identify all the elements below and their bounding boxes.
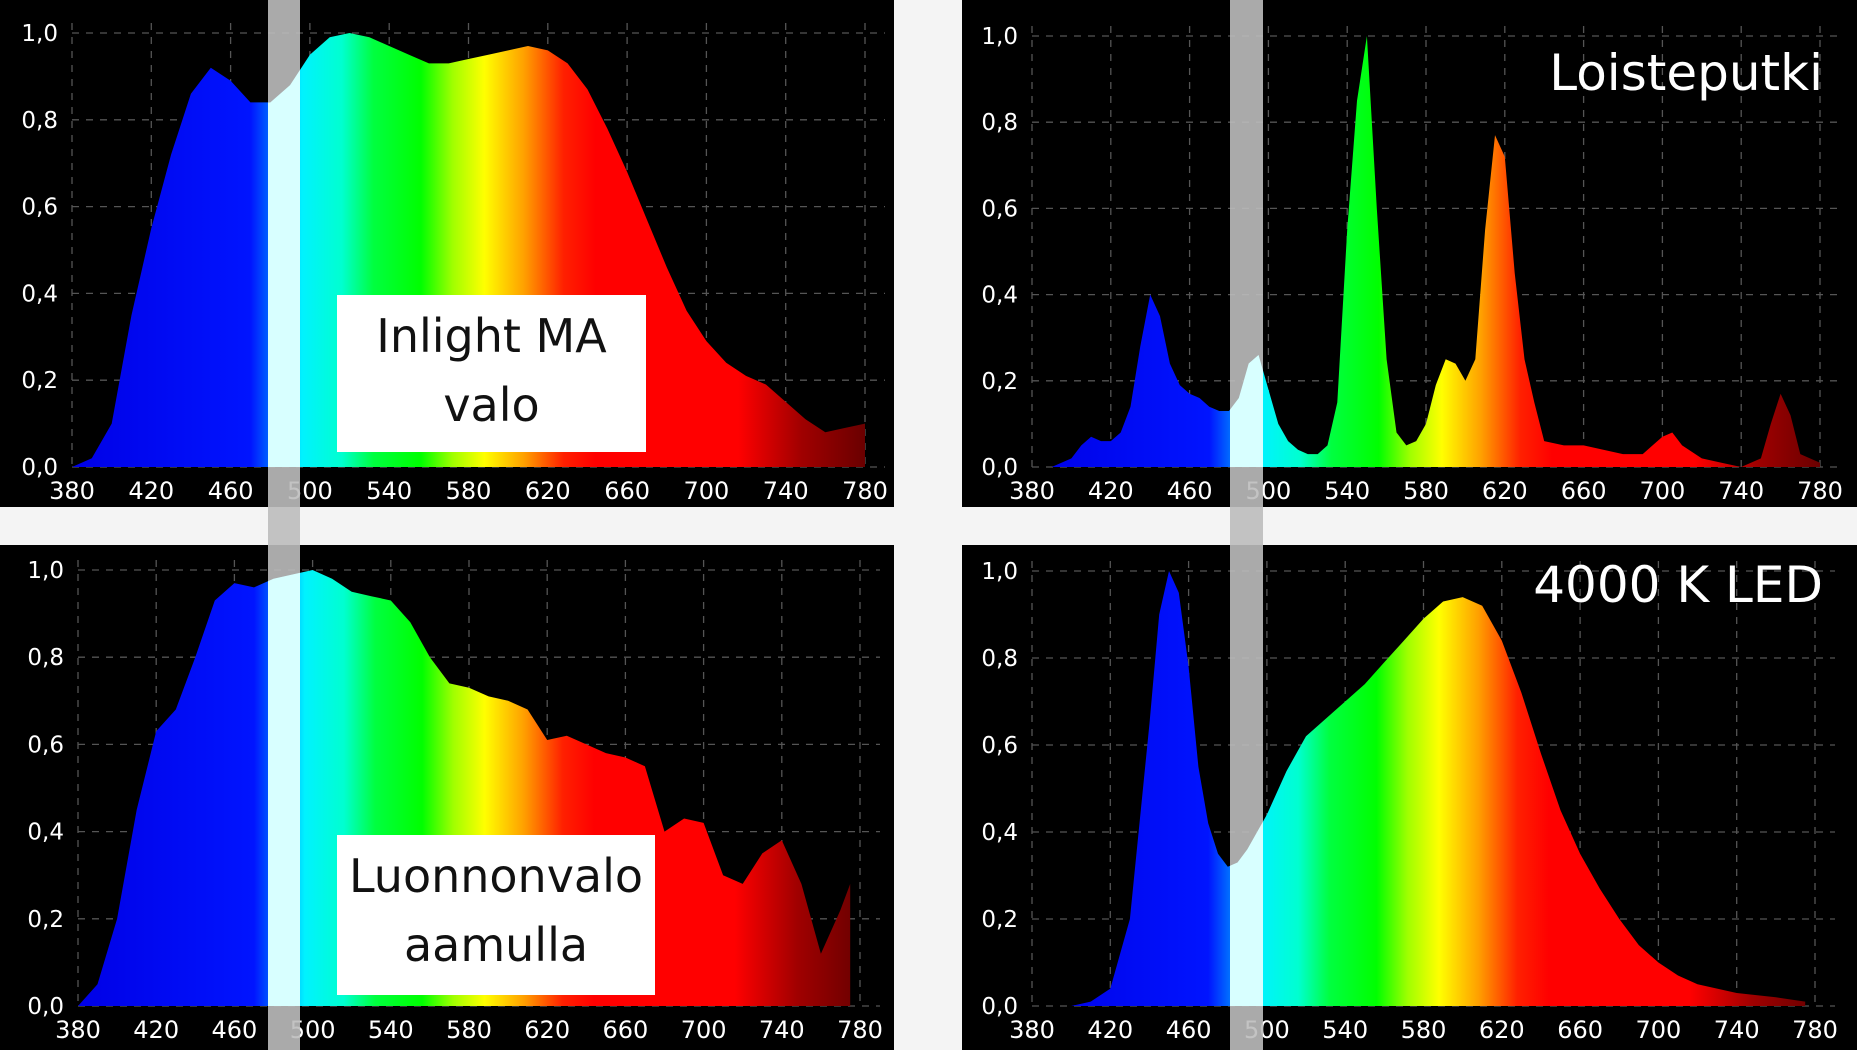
y-tick-label: 0,6 [981,733,1018,759]
tick-labels: 380 420 460 500 540 580 620 660 700 740 7800,00,20… [981,559,1837,1044]
y-tick-label: 0,6 [21,195,58,221]
x-tick-label: 700 [1635,1016,1681,1044]
y-tick-label: 0,4 [981,283,1018,309]
x-tick-label: 460 [211,1016,257,1044]
x-tick-label: 460 [1167,477,1213,505]
x-tick-label: 420 [128,477,174,505]
y-tick-label: 0,2 [981,369,1018,395]
x-tick-label: 580 [446,477,492,505]
x-tick-label: 780 [837,1016,883,1044]
y-tick-label: 0,0 [981,994,1018,1020]
x-tick-label: 780 [1797,477,1843,505]
x-tick-label: 660 [1561,477,1607,505]
y-tick-label: 0,0 [981,455,1018,481]
chart-panel-3: 380 420 460 500 540 580 620 660 700 740 7800,00,20… [0,545,894,1050]
x-tick-label: 540 [366,477,412,505]
y-tick-label: 0,4 [981,820,1018,846]
x-tick-label: 660 [602,1016,648,1044]
y-tick-label: 0,4 [27,820,64,846]
x-tick-label: 540 [368,1016,414,1044]
x-tick-label: 620 [524,1016,570,1044]
highlight-band-fill [268,570,300,1006]
y-tick-label: 1,0 [21,21,58,47]
series-label-box [337,295,646,452]
y-tick-label: 0,4 [21,281,58,307]
x-tick-label: 540 [1322,1016,1368,1044]
chart-panel-4: 380 420 460 500 540 580 620 660 700 740 7800,00,20… [962,545,1857,1050]
x-tick-label: 380 [1009,477,1055,505]
y-tick-label: 0,0 [27,994,64,1020]
x-tick-label: 380 [1009,1016,1055,1044]
y-tick-label: 1,0 [27,558,64,584]
y-tick-label: 0,2 [21,368,58,394]
y-tick-label: 0,8 [21,108,58,134]
x-tick-label: 580 [1403,477,1449,505]
chart-panel-1: 380 420 460 500 540 580 620 660 700 740 7800,00,20… [0,0,894,507]
x-tick-label: 460 [1166,1016,1212,1044]
y-tick-label: 0,0 [21,455,58,481]
x-tick-label: 780 [842,477,888,505]
x-tick-label: 700 [681,1016,727,1044]
x-tick-label: 620 [525,477,571,505]
y-tick-label: 0,8 [27,645,64,671]
x-tick-label: 660 [604,477,650,505]
x-tick-label: 780 [1792,1016,1838,1044]
y-tick-label: 1,0 [981,24,1018,50]
y-tick-label: 0,2 [27,907,64,933]
x-tick-label: 380 [49,477,95,505]
x-tick-label: 420 [1087,1016,1133,1044]
y-tick-label: 0,8 [981,646,1018,672]
y-tick-label: 0,2 [981,907,1018,933]
series-label: Luonnonvalo [349,849,643,903]
tick-labels: 380 420 460 500 540 580 620 660 700 740 7800,00,20… [27,558,882,1044]
series-label: aamulla [404,918,588,972]
x-tick-label: 740 [1714,1016,1760,1044]
y-tick-label: 1,0 [981,559,1018,585]
spectrum-area [1032,571,1806,1006]
y-tick-label: 0,8 [981,110,1018,136]
x-tick-label: 700 [683,477,729,505]
tick-labels: 380 420 460 500 540 580 620 660 700 740 7800,00,20… [981,24,1842,505]
series-label-box [337,835,655,995]
highlight-band-fill [268,33,300,467]
x-tick-label: 580 [446,1016,492,1044]
x-tick-label: 740 [759,1016,805,1044]
x-tick-label: 620 [1482,477,1528,505]
series-label: 4000 K LED [1533,556,1823,614]
x-tick-label: 700 [1639,477,1685,505]
x-tick-label: 620 [1479,1016,1525,1044]
y-tick-label: 0,6 [981,196,1018,222]
series-label: Inlight MA [376,309,607,363]
series-label: Loisteputki [1549,44,1823,102]
series-label: valo [443,378,539,432]
x-tick-label: 740 [763,477,809,505]
x-tick-label: 380 [55,1016,101,1044]
x-tick-label: 540 [1324,477,1370,505]
tick-labels: 380 420 460 500 540 580 620 660 700 740 7800,00,20… [21,21,887,505]
x-tick-label: 460 [208,477,254,505]
x-tick-label: 420 [1088,477,1134,505]
x-tick-label: 740 [1718,477,1764,505]
x-tick-label: 660 [1557,1016,1603,1044]
x-tick-label: 580 [1401,1016,1447,1044]
y-tick-label: 0,6 [27,732,64,758]
x-tick-label: 420 [133,1016,179,1044]
chart-panel-2: 380 420 460 500 540 580 620 660 700 740 7800,00,20… [962,0,1857,507]
